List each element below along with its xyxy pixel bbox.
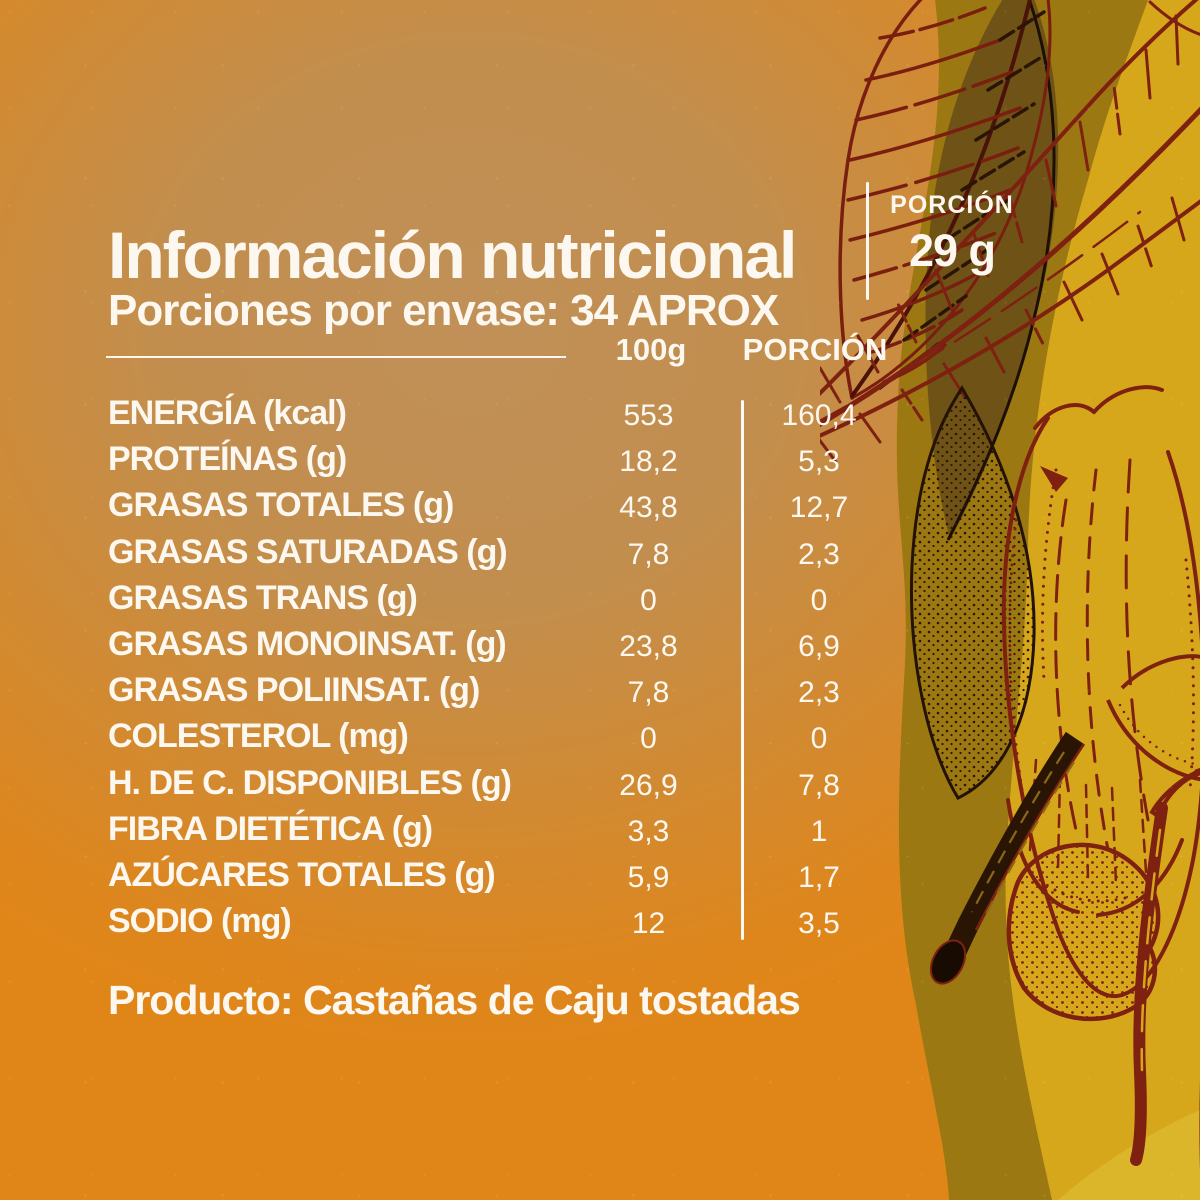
portion-label: PORCIÓN: [890, 191, 1014, 219]
row-value-portion: 1,7: [798, 860, 840, 894]
row-value-100g: 23,8: [619, 630, 678, 664]
row-value-100g: 12: [631, 907, 666, 941]
portion-callout: PORCIÓN 29 g: [882, 191, 1022, 276]
row-value-100g: 553: [623, 399, 674, 433]
row-label: H. DE C. DISPONIBLES (g): [108, 763, 512, 802]
cashew-nut-partial: [1149, 767, 1200, 820]
row-value-100g: 3,3: [627, 814, 670, 848]
row-value-100g: 18,2: [619, 445, 678, 479]
row-value-portion: 3,5: [798, 907, 840, 941]
table-row: GRASAS POLIINSAT. (g) 7,8 2,3: [108, 667, 896, 713]
table-row: AZÚCARES TOTALES (g) 5,9 1,7: [108, 852, 896, 898]
table-row: GRASAS TOTALES (g) 43,8 12,7: [108, 482, 896, 528]
row-label: FIBRA DIETÉTICA (g): [108, 809, 433, 848]
table-row: PROTEÍNAS (g) 18,2 5,3: [108, 436, 896, 482]
row-label: GRASAS POLIINSAT. (g): [108, 671, 480, 710]
row-label: GRASAS MONOINSAT. (g): [108, 625, 507, 664]
row-value-portion: 6,9: [798, 630, 840, 664]
cashew-illustration: [820, 0, 1200, 1200]
page-title: Información nutricional: [108, 218, 797, 293]
row-label: PROTEÍNAS (g): [108, 440, 347, 479]
portion-value: 29 g: [908, 225, 996, 276]
servings-per-package: Porciones por envase: 34 APROX: [108, 285, 779, 335]
row-value-portion: 0: [810, 722, 828, 756]
stippled-leaf: [910, 385, 1036, 800]
row-value-portion: 2,3: [798, 537, 840, 571]
row-label: SODIO (mg): [108, 902, 292, 941]
row-value-100g: 0: [640, 722, 657, 756]
row-value-portion: 2,3: [798, 676, 840, 710]
row-value-100g: 5,9: [627, 860, 670, 894]
row-label: AZÚCARES TOTALES (g): [108, 855, 496, 894]
table-row: GRASAS SATURADAS (g) 7,8 2,3: [108, 529, 896, 575]
table-column-divider: [741, 400, 744, 940]
row-value-100g: 7,8: [627, 676, 670, 710]
portion-divider-line: [866, 182, 869, 300]
stems: [1130, 802, 1200, 1171]
row-label: GRASAS TRANS (g): [108, 578, 418, 617]
leaf-top-left: [838, 0, 1052, 400]
row-value-portion: 160,4: [781, 399, 857, 433]
row-value-portion: 5,3: [798, 445, 840, 479]
row-label: ENERGÍA (kcal): [108, 394, 347, 433]
table-row: GRASAS TRANS (g) 0 0: [108, 575, 896, 621]
row-value-portion: 0: [810, 583, 828, 617]
table-header-rule: [106, 356, 566, 358]
column-header-portion: PORCIÓN: [742, 332, 888, 367]
row-value-100g: 0: [640, 583, 657, 617]
row-label: GRASAS TOTALES (g): [108, 486, 454, 525]
table-row: H. DE C. DISPONIBLES (g) 26,9 7,8: [108, 760, 896, 806]
table-row: SODIO (mg) 12 3,5: [108, 898, 896, 944]
row-value-100g: 7,8: [627, 537, 670, 571]
nutrition-table: ENERGÍA (kcal) 553 160,4 PROTEÍNAS (g) 1…: [108, 390, 896, 944]
row-label: COLESTEROL (mg): [108, 717, 409, 756]
table-row: FIBRA DIETÉTICA (g) 3,3 1: [108, 806, 896, 852]
leaf-large-right: [820, 0, 1200, 464]
light-wedge: [1058, 1110, 1200, 1200]
row-value-100g: 43,8: [619, 491, 678, 525]
row-value-portion: 1: [810, 814, 828, 848]
table-row: GRASAS MONOINSAT. (g) 23,8 6,9: [108, 621, 896, 667]
product-name: Producto: Castañas de Caju tostadas: [108, 977, 801, 1023]
row-value-portion: 7,8: [798, 768, 840, 802]
row-label: GRASAS SATURADAS (g): [108, 532, 508, 571]
cashew-nut: [1006, 842, 1161, 1022]
row-value-portion: 12,7: [789, 491, 849, 525]
row-value-100g: 26,9: [619, 768, 678, 802]
column-header-100g: 100g: [615, 332, 687, 367]
table-row: ENERGÍA (kcal) 553 160,4: [108, 390, 896, 436]
branch: [929, 731, 1086, 985]
table-row: COLESTEROL (mg) 0 0: [108, 713, 896, 759]
